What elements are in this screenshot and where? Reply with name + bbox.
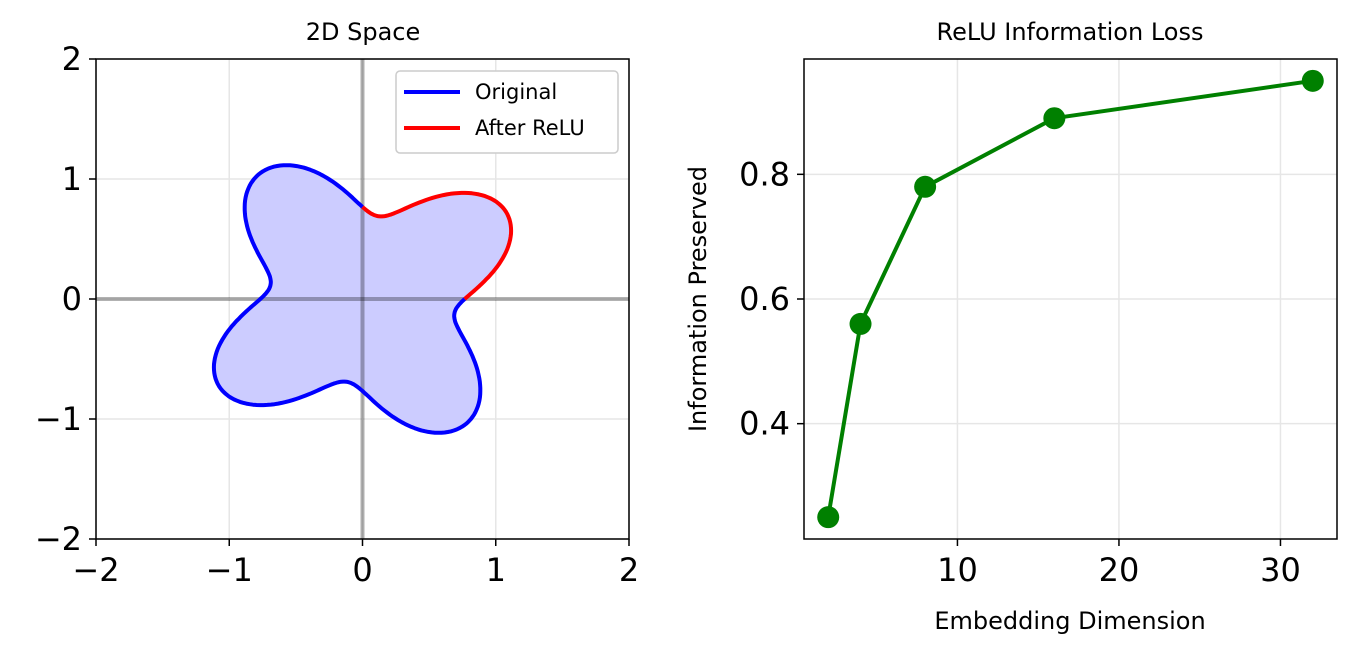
x-axis-label: Embedding Dimension (934, 607, 1205, 635)
chart-2d-space: 2D Space −2 −1 0 1 2 −2 −1 0 1 2 Original After R… (35, 18, 639, 589)
series-line-original (211, 163, 483, 435)
tick-layer: 10 20 30 0.4 0.6 0.8 (739, 155, 1301, 589)
y-tick-label: 0.8 (739, 155, 790, 193)
data-point (1043, 107, 1066, 130)
y-tick-label: −2 (35, 520, 82, 558)
y-tick-label: 0.6 (739, 280, 790, 318)
chart-relu-information-loss: ReLU Information Loss 10 20 30 0.4 0.6 0.8 Em… (684, 18, 1338, 635)
chart-title-2d-space: 2D Space (306, 18, 421, 46)
chart-title-relu-information-loss: ReLU Information Loss (937, 18, 1204, 46)
grid-lines (804, 59, 1337, 539)
series-layer (817, 69, 1324, 529)
y-tick-label: 2 (62, 40, 82, 78)
y-axis-label: Information Preserved (684, 166, 712, 432)
x-tick-label: 30 (1260, 551, 1301, 589)
x-tick-label: 10 (937, 551, 978, 589)
data-point (1301, 69, 1324, 92)
x-tick-label: −1 (206, 551, 253, 589)
x-tick-label: −2 (72, 551, 119, 589)
tick-layer: −2 −1 0 1 2 −2 −1 0 1 2 (35, 40, 639, 589)
x-tick-label: 20 (1099, 551, 1140, 589)
series-line-after-relu (361, 190, 514, 301)
shape-fill (213, 165, 512, 433)
legend-label-original: Original (475, 80, 557, 104)
series-layer (211, 163, 514, 435)
data-point (817, 506, 840, 529)
data-point (914, 175, 937, 198)
shape-layer (96, 59, 629, 539)
y-tick-label: 0 (62, 280, 82, 318)
y-tick-label: −1 (35, 400, 82, 438)
x-tick-label: 2 (619, 551, 639, 589)
x-tick-label: 0 (352, 551, 372, 589)
x-tick-label: 1 (486, 551, 506, 589)
y-tick-label: 1 (62, 160, 82, 198)
data-point (849, 312, 872, 335)
legend: Original After ReLU (395, 70, 619, 154)
legend-label-after-relu: After ReLU (475, 116, 585, 140)
y-tick-label: 0.4 (739, 405, 790, 443)
